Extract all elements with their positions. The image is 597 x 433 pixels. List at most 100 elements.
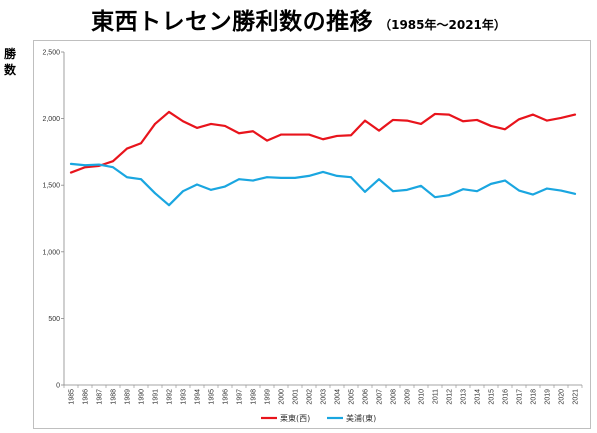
x-tick-label: 1994 [195,389,202,405]
series-1-point [238,132,240,135]
series-2-point [70,162,72,165]
x-tick-label: 1995 [209,389,216,405]
x-tick-label: 2005 [349,389,356,405]
series-2-point [280,176,282,179]
series-2-point [560,189,562,192]
series-2-point [308,174,310,177]
series-1-point [154,123,156,125]
series-2-point [112,166,114,169]
series-1-point [504,128,506,131]
series-2-point [336,174,338,177]
y-tick-label: 1,000 [42,249,60,256]
chart-area: 0 500 1,000 1,500 2,000 2,500 1985 1986 1987 1988… [33,40,591,429]
series-2-point [126,176,128,179]
series-1-point [518,118,520,121]
series-2-point [532,193,534,196]
line-chart: 0 500 1,000 1,500 2,000 2,500 1985 1986 1987 1988… [42,50,583,423]
x-tick-label: 2009 [405,389,412,405]
series-2-point [490,182,492,185]
x-tick-label: 1993 [181,389,188,405]
x-tick-label: 1990 [139,389,146,405]
x-tick-label: 2016 [503,389,510,405]
series-2-point [210,188,212,191]
series-2-point [238,178,240,181]
series-1-point [196,127,198,129]
x-tick-label: 1987 [97,389,104,405]
x-tick-label: 1986 [83,389,90,405]
y-tick-label: 500 [48,316,60,323]
series-1-point [182,120,184,123]
series-1-point [126,147,128,150]
series-2-point [462,188,464,191]
x-tick-label: 1989 [125,389,132,405]
x-tick-label: 2011 [433,389,440,404]
series-1-point [574,113,576,116]
y-tick-label: 2,000 [42,116,60,123]
series-1-point [70,171,72,174]
series-1-point [112,160,114,163]
x-tick-label: 2003 [321,389,328,405]
legend-label-2: 美浦(東) [346,413,376,423]
series-1-point [140,142,142,145]
x-tick-label: 2019 [545,389,552,405]
series-2-point [392,190,394,193]
x-tick-label: 2013 [461,389,468,405]
x-tick-label: 2002 [307,389,314,405]
series-1-point [350,134,352,137]
series-1-point [280,133,282,136]
series-2-point [420,184,422,187]
x-tick-label: 2021 [573,389,580,405]
x-tick-label: 2008 [391,389,398,405]
series-1-point [308,133,310,136]
series-line-1 [69,110,577,174]
x-tick-label: 1991 [153,389,160,405]
x-tick-label: 2020 [559,389,566,405]
series-2-point [266,176,268,179]
series-2-point [98,163,100,166]
y-tick-label: 1,500 [42,183,60,190]
series-1-point [476,119,478,121]
series-2-point [196,183,198,186]
series-1-point [434,113,436,115]
series-2-point [378,178,380,181]
series-1-point [420,123,422,125]
series-2-point [84,164,86,167]
series-1-point [84,166,86,169]
x-tick-label: 2015 [489,389,496,405]
series-1-point [336,135,338,137]
series-2-point [546,187,548,190]
series-2-point [518,189,520,192]
chart-title: 東西トレセン勝利数の推移 [91,9,374,35]
x-tick-label: 2017 [517,389,524,405]
series-2-point [140,178,142,181]
x-tick-label: 1998 [251,389,258,405]
y-tick-label: 0 [56,383,60,390]
series-2-point [448,194,450,197]
series-2-point [252,179,254,182]
series-2-point [476,190,478,193]
series-2-point [182,190,184,193]
series-1-point [210,123,212,125]
y-axis-label: 勝数 [3,47,16,77]
x-tick-label: 1996 [223,389,230,405]
series-1-point [546,119,548,122]
series-1-point [266,139,268,142]
x-tick-label: 2018 [531,389,538,405]
series-2-point [168,204,170,207]
series-2-point [154,192,156,195]
series-2-point [364,190,366,193]
series-1-point [364,119,366,122]
legend-label-1: 栗東(西) [280,413,310,423]
series-1-point [560,117,562,119]
x-tick-label: 2007 [377,389,384,405]
chart-subtitle: （1985年～2021年） [379,18,506,32]
series-2-point [350,176,352,179]
x-tick-label: 2004 [335,389,342,405]
series-2-point [224,185,226,188]
x-tick-label: 1985 [69,389,76,405]
series-2-point [322,170,324,173]
x-tick-label: 2012 [447,389,454,405]
x-tick-label: 1999 [265,389,272,405]
series-line-2 [69,162,577,207]
series-2-point [406,188,408,191]
